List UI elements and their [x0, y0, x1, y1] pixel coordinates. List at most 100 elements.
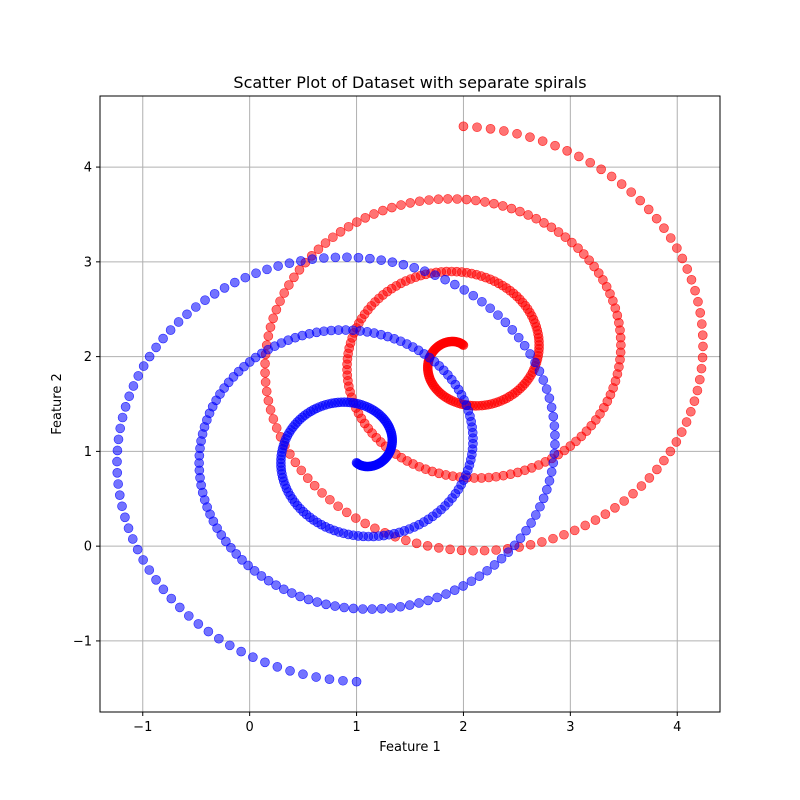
data-point: [263, 395, 274, 406]
data-point: [544, 393, 555, 403]
data-point: [352, 217, 362, 227]
spiral-series-2: [112, 252, 560, 687]
data-point: [509, 540, 520, 551]
data-point: [685, 406, 696, 417]
data-point: [489, 560, 500, 570]
data-point: [440, 274, 450, 285]
data-point: [117, 412, 128, 423]
y-tick-label: 0: [84, 540, 92, 555]
data-point: [115, 423, 126, 434]
data-point: [166, 593, 177, 604]
data-point: [610, 503, 620, 513]
data-point: [525, 132, 535, 142]
data-point: [456, 545, 467, 556]
data-point: [248, 652, 258, 663]
data-point: [697, 330, 708, 340]
data-point: [321, 599, 331, 610]
data-point: [333, 501, 343, 512]
data-point: [209, 289, 220, 299]
data-point: [644, 473, 655, 483]
data-points: [112, 121, 708, 687]
data-point: [485, 303, 495, 314]
data-point: [398, 259, 409, 270]
data-point: [273, 261, 283, 271]
data-point: [553, 227, 564, 237]
data-point: [401, 535, 411, 546]
y-tick-label: 4: [84, 161, 92, 176]
data-point: [424, 195, 434, 205]
data-point: [686, 274, 697, 285]
data-point: [485, 124, 496, 134]
data-point: [112, 456, 122, 467]
data-point: [376, 255, 387, 265]
data-point: [214, 633, 224, 644]
data-point: [665, 233, 676, 243]
data-point: [698, 341, 708, 352]
data-point: [546, 222, 557, 233]
data-point: [449, 585, 460, 595]
y-axis-ticks: −1 0 1 2 3 4: [73, 161, 100, 649]
data-point: [365, 253, 375, 264]
data-point: [404, 600, 415, 610]
data-point: [203, 626, 214, 637]
data-point: [548, 533, 558, 544]
y-axis-label: Feature 2: [50, 373, 65, 435]
data-point: [549, 448, 560, 459]
data-point: [294, 265, 305, 275]
data-point: [500, 317, 511, 328]
data-point: [534, 366, 545, 376]
data-point: [191, 302, 201, 312]
data-point: [589, 261, 599, 272]
data-point: [548, 411, 559, 422]
data-point: [696, 363, 707, 374]
data-point: [506, 203, 517, 214]
data-point: [335, 227, 346, 237]
data-point: [515, 533, 526, 543]
data-point: [319, 253, 329, 263]
data-point: [578, 249, 589, 259]
data-point: [548, 458, 559, 468]
data-point: [184, 611, 194, 621]
data-point: [357, 604, 368, 614]
data-point: [120, 512, 130, 523]
data-point: [538, 375, 549, 385]
data-point: [200, 295, 210, 305]
data-point: [433, 194, 444, 205]
data-point: [405, 198, 416, 208]
x-tick-label: 1: [352, 720, 360, 735]
data-point: [219, 283, 230, 293]
data-point: [695, 308, 706, 318]
data-point: [585, 157, 596, 168]
data-point: [395, 601, 406, 612]
data-point: [474, 571, 485, 581]
data-point: [260, 368, 270, 378]
data-point: [256, 571, 267, 581]
data-point: [113, 479, 123, 489]
data-point: [367, 604, 377, 614]
data-point: [497, 201, 508, 211]
data-point: [414, 598, 424, 608]
data-point: [268, 313, 278, 324]
data-point: [665, 446, 676, 457]
x-tick-label: 3: [566, 720, 574, 735]
data-point: [360, 213, 371, 223]
data-point: [112, 468, 123, 478]
data-point: [386, 603, 396, 613]
data-point: [151, 575, 161, 585]
data-point: [275, 296, 285, 307]
data-point: [263, 575, 274, 586]
data-point: [342, 252, 352, 263]
data-point: [542, 484, 552, 495]
data-point: [468, 545, 478, 556]
data-point: [341, 507, 352, 518]
data-point: [320, 238, 331, 248]
data-point: [541, 384, 552, 394]
data-point: [503, 547, 514, 558]
data-point: [307, 254, 318, 265]
data-point: [309, 480, 320, 491]
data-point: [574, 151, 584, 162]
data-point: [569, 525, 580, 536]
y-tick-label: 3: [84, 255, 92, 270]
data-point: [600, 509, 611, 519]
data-point: [114, 490, 125, 500]
